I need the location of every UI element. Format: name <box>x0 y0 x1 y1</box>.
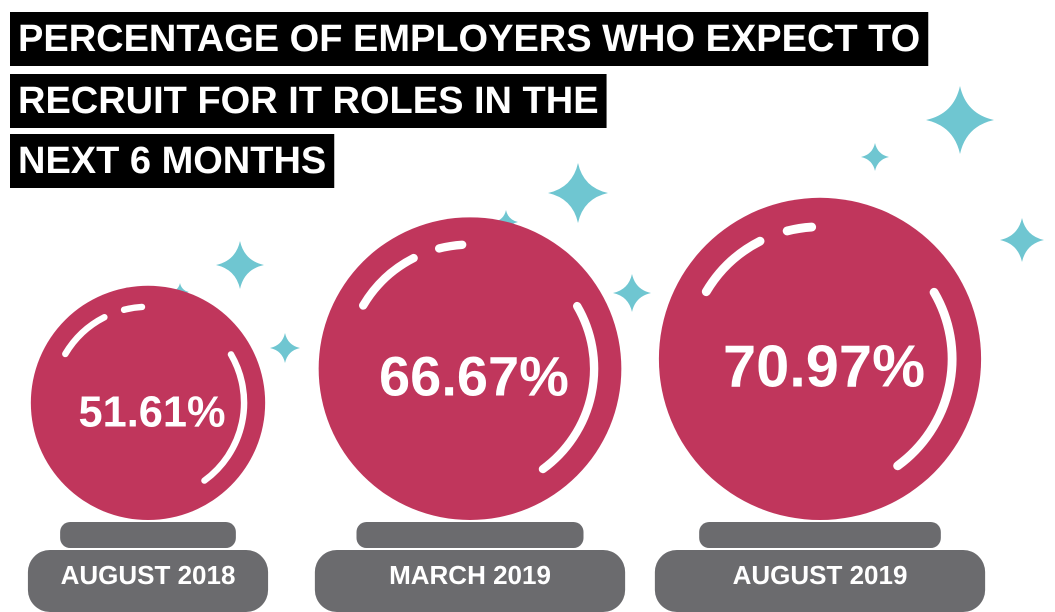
highlight <box>201 351 248 484</box>
highlight <box>782 222 817 236</box>
chart-title: RECRUIT FOR IT ROLES IN THE <box>18 80 599 122</box>
crystal-ball <box>30 285 266 520</box>
category-label: AUGUST 2018 <box>61 560 236 590</box>
chart-title: PERCENTAGE OF EMPLOYERS WHO EXPECT TO <box>18 18 920 60</box>
title-line: NEXT 6 MONTHS <box>10 134 335 188</box>
sparkle <box>926 86 994 154</box>
value-label: 70.97% <box>723 333 925 400</box>
sparkle <box>216 241 264 289</box>
category-label: MARCH 2019 <box>389 560 551 590</box>
value-label: 51.61% <box>79 388 226 436</box>
sparkle <box>613 274 651 312</box>
title-line: RECRUIT FOR IT ROLES IN THE <box>10 74 607 128</box>
highlight <box>434 240 467 253</box>
title-background <box>10 74 607 128</box>
chart-title: NEXT 6 MONTHS <box>18 140 326 182</box>
title-background <box>10 134 335 188</box>
crystal-ball <box>658 197 982 520</box>
title-line: PERCENTAGE OF EMPLOYERS WHO EXPECT TO <box>10 12 929 66</box>
crystal-ball <box>318 217 622 521</box>
value-label: 66.67% <box>379 344 569 407</box>
sparkle <box>1000 218 1044 262</box>
stand-base <box>654 550 986 612</box>
category-label: AUGUST 2019 <box>733 560 908 590</box>
highlight <box>62 314 108 358</box>
title-background <box>10 12 929 66</box>
sparkle <box>861 143 889 171</box>
stand-base <box>27 550 269 612</box>
highlight <box>359 253 418 310</box>
highlight <box>538 301 599 474</box>
highlight <box>120 303 146 314</box>
highlight <box>701 236 765 297</box>
sparkle <box>548 163 608 223</box>
sparkle <box>270 333 300 363</box>
stand-base <box>314 550 626 612</box>
stand-top <box>356 522 584 548</box>
stand-top <box>699 522 941 548</box>
stand-top <box>60 522 236 548</box>
highlight <box>893 287 957 471</box>
